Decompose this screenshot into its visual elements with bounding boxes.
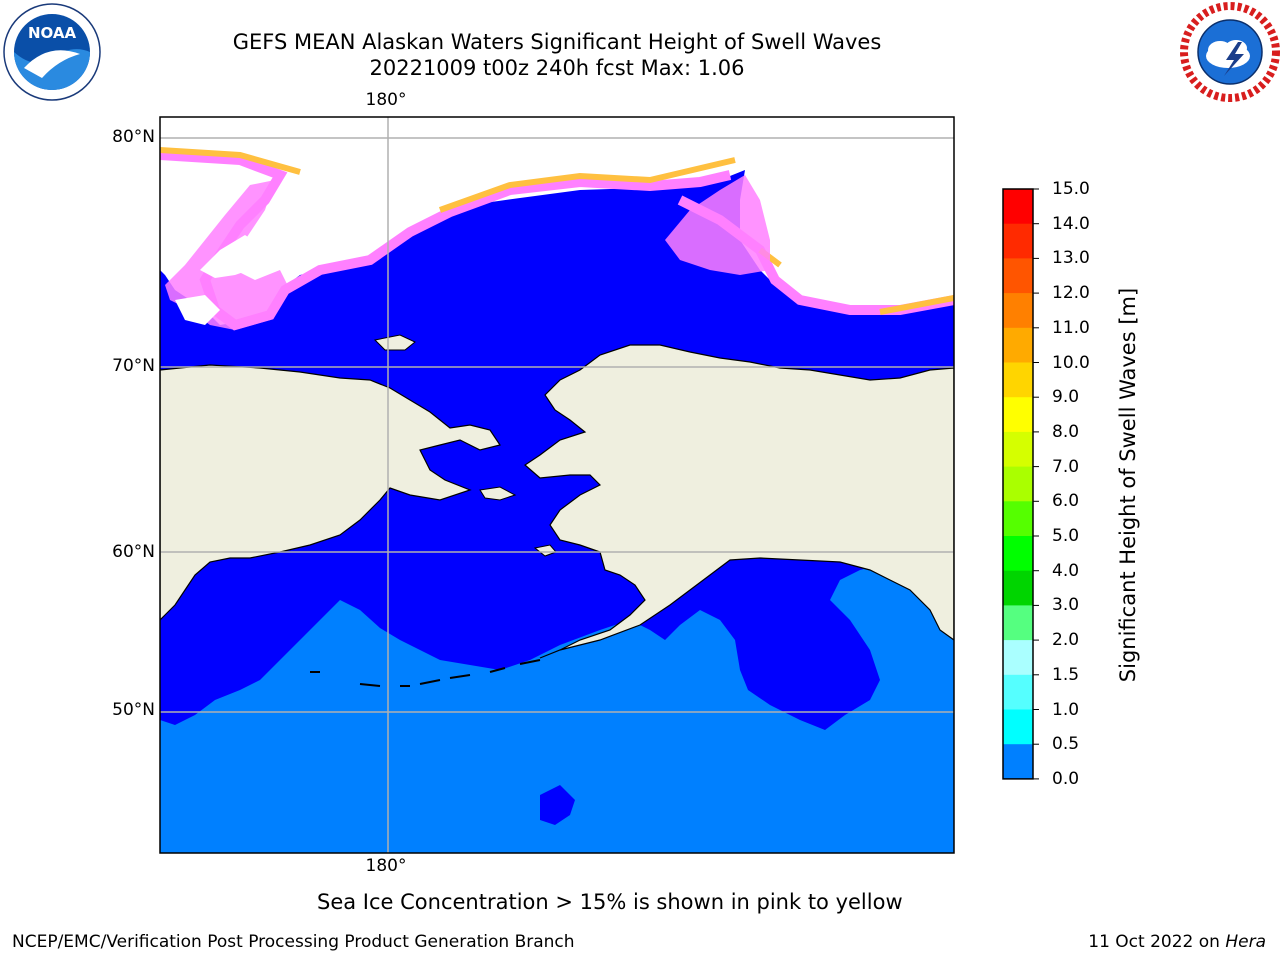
colorbar-tick-label: 5.0 (1052, 526, 1080, 546)
colorbar-segment (1003, 536, 1033, 572)
colorbar-segment (1003, 189, 1033, 225)
chart-subtitle: 20221009 t00z 240h fcst Max: 1.06 (369, 56, 745, 80)
chukchi-ice-pack (665, 175, 770, 275)
island-st-lawrence (479, 486, 517, 501)
colorbar-tick-label: 2.0 (1052, 630, 1080, 651)
arctic-no-data (160, 117, 954, 325)
colorbar-segment (1003, 293, 1033, 329)
credit-date-text: 11 Oct 2022 on (1088, 932, 1226, 952)
credit-host: Hera (1225, 932, 1266, 952)
graticule (160, 117, 954, 853)
colorbar-title: Significant Height of Swell Waves [m] (1116, 287, 1140, 683)
lon-label-top: 180° (365, 90, 407, 110)
ocean-low-swell-patch (160, 610, 200, 660)
map-frame (159, 116, 955, 854)
colorbar-segment (1003, 431, 1033, 468)
colorbar-tick-label: 8.0 (1052, 421, 1080, 442)
lat-label: 70°N (112, 356, 155, 376)
chart-title: GEFS MEAN Alaskan Waters Significant Hei… (232, 30, 882, 54)
colorbar (1002, 188, 1039, 780)
colorbar-tick-label: 0.5 (1052, 734, 1080, 755)
lat-label: 80°N (112, 127, 155, 147)
colorbar-tick-label: 10.0 (1052, 352, 1090, 373)
colorbar-tick-label: 9.0 (1052, 387, 1080, 408)
island-wrangel (373, 334, 416, 351)
arctic-ice-fringe (160, 147, 954, 315)
colorbar-segment (1003, 709, 1033, 745)
lat-label: 60°N (112, 542, 155, 562)
colorbar-tick-label: 1.5 (1052, 664, 1080, 685)
svg-text:NOAA: NOAA (28, 24, 77, 42)
lon-label-bottom: 180° (365, 856, 407, 876)
sea-ice-note: Sea Ice Concentration > 15% is shown in … (317, 890, 903, 914)
lat-label: 50°N (112, 700, 155, 720)
colorbar-segment (1003, 744, 1033, 780)
colorbar-segment (1003, 466, 1033, 502)
ocean-low-swell-patch (540, 785, 575, 825)
colorbar-tick-label: 0.0 (1052, 768, 1080, 789)
colorbar-segment (1003, 674, 1033, 710)
colorbar-segment (1003, 362, 1033, 398)
land-chukotka (160, 364, 501, 621)
colorbar-tick-label: 12.0 (1052, 283, 1090, 304)
national-weather-service-logo (1180, 2, 1280, 102)
colorbar-segment (1003, 605, 1033, 641)
colorbar-segment (1003, 327, 1033, 363)
colorbar-tick-label: 15.0 (1052, 179, 1090, 199)
colorbar-tick-label: 3.0 (1052, 595, 1080, 616)
colorbar-segment (1003, 501, 1033, 537)
colorbar-tick-label: 4.0 (1052, 560, 1080, 581)
colorbar-tick-label: 11.0 (1052, 317, 1090, 338)
land-alaska (524, 344, 954, 659)
colorbar-tick-label: 13.0 (1052, 248, 1090, 269)
colorbar-frame (1002, 188, 1034, 780)
colorbar-tick-label: 1.0 (1052, 699, 1080, 720)
noaa-logo: NOAA (3, 3, 101, 101)
colorbar-tick-label: 7.0 (1052, 456, 1080, 477)
aleutian-islands (310, 659, 541, 687)
colorbar-segment (1003, 570, 1033, 606)
colorbar-segment (1003, 397, 1033, 433)
colorbar-segment (1003, 223, 1033, 259)
siberia-open-pocket (175, 235, 260, 325)
colorbar-tick-label: 6.0 (1052, 491, 1080, 512)
credit-date: 11 Oct 2022 on Hera (1088, 932, 1266, 952)
colorbar-segment (1003, 640, 1033, 676)
colorbar-segment (1003, 258, 1033, 294)
colorbar-tick-label: 14.0 (1052, 213, 1090, 234)
credit-branch: NCEP/EMC/Verification Post Processing Pr… (12, 932, 575, 952)
